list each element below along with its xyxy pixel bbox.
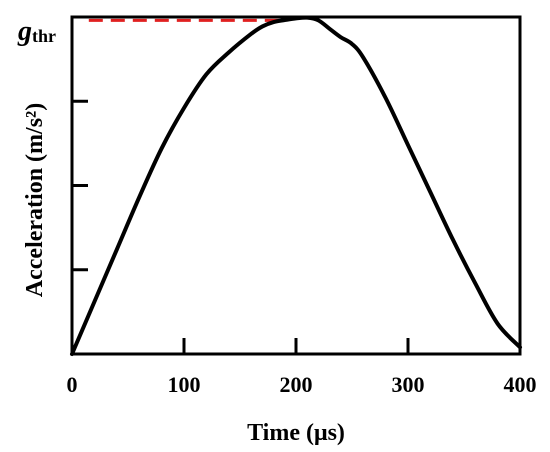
x-tick-label: 400 (504, 372, 537, 397)
x-tick-label: 0 (67, 372, 78, 397)
threshold-label: gthr (17, 16, 56, 47)
threshold-label-main: g (17, 16, 32, 47)
y-axis-title: Acceleration (m/s²) (22, 103, 48, 297)
y-ticks (72, 99, 88, 272)
x-tick-labels: 0 100 200 300 400 (67, 372, 537, 397)
series-line-acceleration (70, 15, 522, 356)
x-axis-title: Time (μs) (247, 420, 345, 446)
plot-frame (70, 15, 522, 356)
x-tick-label: 200 (280, 372, 313, 397)
x-tick-label: 300 (392, 372, 425, 397)
x-ticks (182, 338, 410, 354)
x-tick-label: 100 (168, 372, 201, 397)
threshold-label-sub: thr (32, 26, 56, 46)
